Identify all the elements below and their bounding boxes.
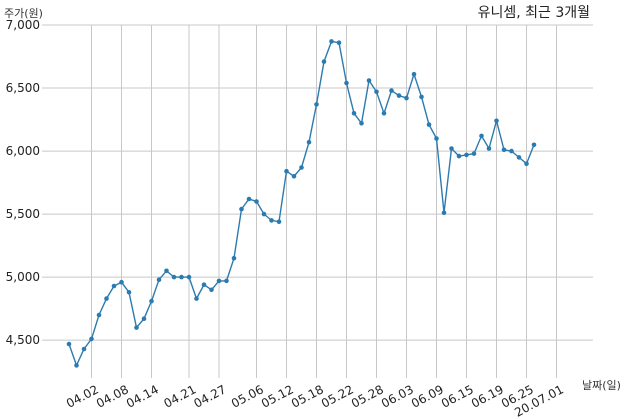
y-tick-label: 7,000: [6, 18, 40, 32]
y-tick-label: 6,000: [6, 144, 40, 158]
data-point: [156, 277, 162, 283]
data-point: [344, 80, 349, 86]
data-point: [374, 89, 379, 95]
data-point: [246, 196, 252, 202]
data-point: [306, 139, 312, 145]
data-point: [111, 283, 117, 289]
data-point: [314, 102, 319, 107]
data-point: [254, 199, 259, 204]
data-point: [194, 296, 199, 301]
data-point: [531, 142, 537, 148]
chart-title: 유니셈, 최근 3개월: [478, 5, 590, 21]
data-point: [276, 219, 282, 224]
data-point: [291, 174, 297, 179]
data-point: [441, 210, 447, 216]
x-gridlines: [91, 25, 557, 378]
data-point: [171, 274, 177, 280]
y-tick-label: 5,000: [6, 270, 40, 284]
data-point: [149, 298, 154, 304]
data-point: [74, 363, 79, 368]
data-point: [321, 59, 327, 64]
y-tick-label: 4,500: [6, 333, 40, 347]
data-point: [509, 148, 514, 154]
data-point: [351, 111, 357, 116]
data-point: [201, 282, 207, 288]
data-point: [516, 155, 522, 160]
data-point: [524, 161, 529, 166]
data-point: [164, 268, 169, 274]
data-point: [89, 336, 94, 342]
data-point: [366, 78, 372, 83]
y-tick-label: 5,500: [6, 207, 40, 221]
data-point: [501, 147, 507, 153]
data-point: [336, 40, 342, 45]
data-point: [96, 312, 102, 318]
data-point: [299, 165, 304, 170]
data-point: [419, 94, 424, 100]
data-point: [119, 279, 124, 285]
data-point: [66, 341, 72, 347]
data-point: [389, 88, 394, 93]
price-series: [66, 39, 537, 368]
data-point: [396, 93, 402, 98]
data-point: [104, 296, 109, 301]
data-point: [224, 278, 229, 284]
data-point: [494, 118, 499, 124]
y-axis-title: 주가(원): [4, 7, 43, 20]
data-point: [141, 316, 147, 322]
data-point: [179, 274, 184, 280]
data-point: [186, 274, 192, 280]
data-point: [126, 290, 132, 295]
data-point: [434, 136, 439, 141]
data-point: [381, 111, 387, 116]
data-point: [81, 346, 87, 352]
data-point: [209, 287, 214, 293]
data-point: [404, 95, 409, 101]
x-axis-title: 날짜(일): [582, 378, 621, 392]
data-point: [231, 255, 237, 261]
data-point: [456, 153, 462, 159]
data-point: [134, 325, 139, 330]
data-point: [471, 151, 477, 156]
y-tick-label: 6,500: [6, 81, 40, 95]
data-point: [449, 146, 454, 151]
data-point: [261, 211, 267, 217]
data-point: [479, 133, 484, 139]
y-tick-labels: 4,500 5,000 5,500 6,000 6,500 7,000: [6, 18, 40, 347]
data-point: [239, 206, 244, 212]
data-point: [329, 39, 334, 44]
data-point: [269, 218, 274, 223]
data-point: [359, 121, 364, 126]
data-point: [411, 71, 417, 77]
data-point: [426, 122, 432, 127]
data-point: [284, 168, 289, 174]
data-point: [486, 146, 492, 151]
data-point: [216, 278, 222, 284]
data-point: [464, 152, 469, 158]
y-gridlines: [42, 24, 593, 341]
